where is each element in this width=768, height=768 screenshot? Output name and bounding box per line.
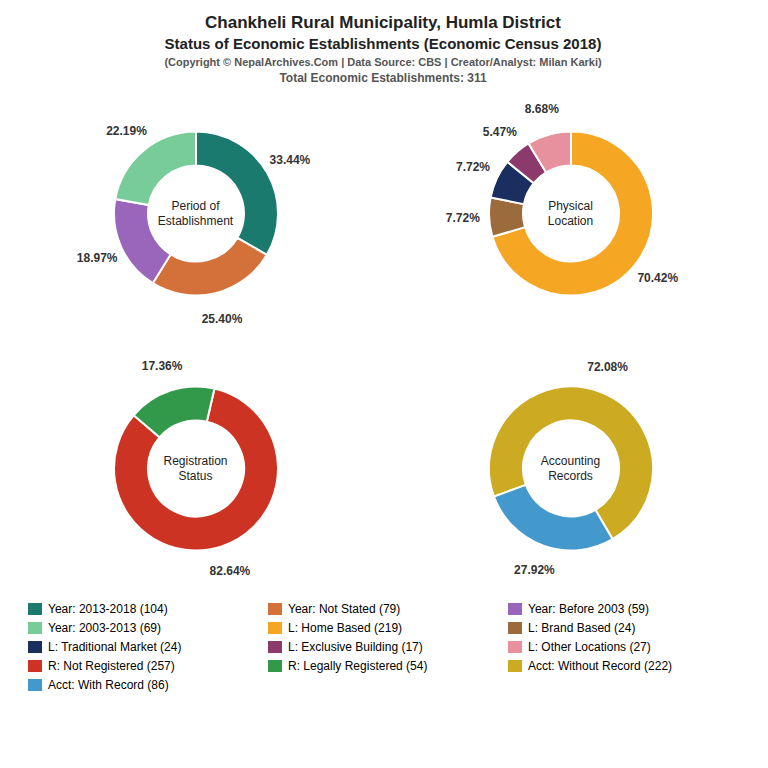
html-text:Status: Status [178,468,213,483]
svg-text:7.72%: 7.72% [456,160,490,174]
html-text:R: Legally Registered (54): R: Legally Registered (54) [288,659,428,673]
svg-text:27.92%: 27.92% [514,563,555,577]
svg-text:82.64%: 82.64% [209,564,250,578]
svg-text:5.47%: 5.47% [482,125,516,139]
html-text:Year: Before 2003 (59): Year: Before 2003 (59) [528,602,649,616]
html-text:Registration: Registration [163,453,228,468]
svg-text:72.08%: 72.08% [587,360,628,374]
svg-text:22.19%: 22.19% [106,124,147,138]
svg-text:18.97%: 18.97% [76,251,117,265]
html-text:L: Other Locations (27): L: Other Locations (27) [528,640,651,654]
svg-text:7.72%: 7.72% [445,211,479,225]
html-text:Year: 2013-2018 (104): Year: 2013-2018 (104) [48,602,168,616]
html-text:L: Exclusive Building (17): L: Exclusive Building (17) [288,640,423,654]
html-text:Acct: Without Record (222): Acct: Without Record (222) [528,659,673,673]
html-text:Status of Economic Establishme: Status of Economic Establishments (Econo… [164,35,602,52]
html-text:Accounting: Accounting [540,453,601,468]
html-text:Acct: With Record (86): Acct: With Record (86) [48,678,169,692]
html-text:Physical: Physical [548,198,593,213]
svg-text:70.42%: 70.42% [637,271,678,285]
svg-text:25.40%: 25.40% [201,312,242,326]
html-text:Year: 2003-2013 (69): Year: 2003-2013 (69) [48,621,161,635]
html-text:Total Economic Establishments:: Total Economic Establishments: 311 [279,71,487,85]
html-text:Period of: Period of [171,198,220,213]
svg-text:8.68%: 8.68% [524,102,558,116]
html-text:L: Brand Based (24): L: Brand Based (24) [528,621,636,635]
html-text:Chankheli Rural Municipality,: Chankheli Rural Municipality, Humla Dist… [205,13,561,32]
html-text:Establishment: Establishment [157,213,234,228]
html-text:L: Home Based (219): L: Home Based (219) [288,621,403,635]
html-text:Records: Records [548,468,593,483]
html-text:R: Not Registered (257): R: Not Registered (257) [48,659,175,673]
html-text:(Copyright © NepalArchives.Com: (Copyright © NepalArchives.Com | Data So… [164,56,602,68]
html-text:Year: Not Stated (79): Year: Not Stated (79) [288,602,401,616]
svg-text:17.36%: 17.36% [141,359,182,373]
html-text:Location: Location [547,213,594,228]
html-text:L: Traditional Market (24): L: Traditional Market (24) [48,640,182,654]
svg-text:33.44%: 33.44% [269,153,310,167]
